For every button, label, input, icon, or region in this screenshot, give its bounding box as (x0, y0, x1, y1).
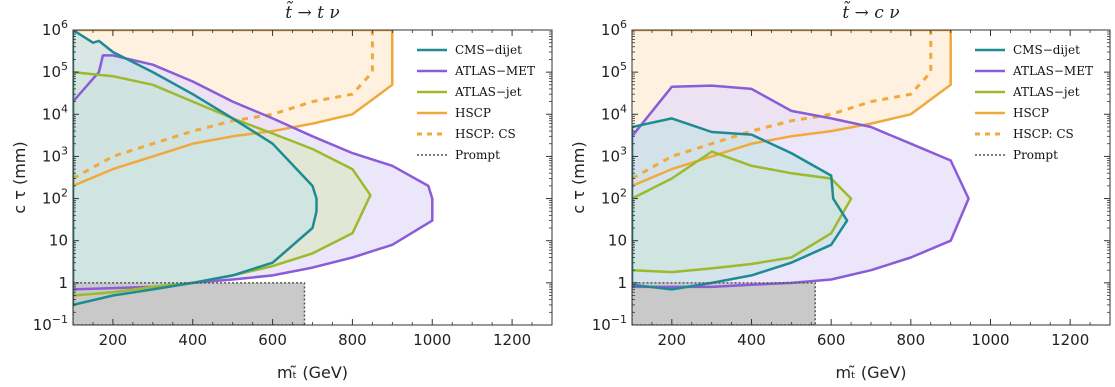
chart-panel-2: 200 400 600 800 1000 1200 10−1 1 10 102 103 104 105 1… (569, 1, 1111, 382)
series-line (632, 117, 849, 291)
x-tick-label: 1000 (413, 331, 451, 349)
legend-label: CMS−dijet (1013, 43, 1080, 57)
y-tick-label: 1 (58, 274, 68, 292)
legend-label: Prompt (455, 148, 500, 162)
series-line (632, 84, 970, 289)
x-axis-label: mₜ̃ (GeV) (277, 363, 348, 382)
legend-label: HSCP: CS (455, 127, 516, 141)
series-line (73, 282, 306, 325)
x-axis-label: mₜ̃ (GeV) (835, 363, 906, 382)
plot-area (73, 30, 434, 325)
region-fill (632, 282, 816, 325)
x-tick-label: 600 (817, 331, 846, 349)
y-tick-label: 105 (42, 60, 68, 81)
legend-label: CMS−dijet (455, 43, 522, 57)
legend-label: ATLAS−MET (454, 64, 535, 78)
legend-label: ATLAS−jet (454, 85, 522, 99)
series-line (632, 150, 853, 274)
y-tick-label: 102 (42, 187, 68, 208)
y-axis-label: c τ (mm) (569, 141, 588, 213)
series-line (73, 70, 372, 297)
region-fill (632, 118, 848, 290)
legend-label: HSCP: CS (1013, 127, 1074, 141)
chart-title: t̃ → t ν (285, 1, 339, 23)
x-tick-label: 800 (338, 331, 367, 349)
y-tick-label: 103 (42, 144, 68, 165)
legend: CMS−dijet ATLAS−MET ATLAS−jet HSCP HSCP: CS P… (975, 43, 1093, 162)
x-tick-label: 1200 (1051, 331, 1089, 349)
y-tick-label: 1 (617, 274, 627, 292)
plot-area (632, 30, 970, 325)
legend-label: HSCP (455, 106, 491, 120)
legend-label: HSCP (1013, 106, 1049, 120)
region-fill (73, 30, 317, 305)
y-tick-label: 10 (608, 232, 627, 250)
x-tick-label: 1000 (971, 331, 1009, 349)
y-tick-label: 105 (601, 60, 627, 81)
series-line (632, 282, 816, 325)
x-tick-label: 400 (737, 331, 766, 349)
y-tick-label: 103 (601, 144, 627, 165)
y-tick-label: 10−1 (33, 313, 68, 334)
x-tick-label: 800 (897, 331, 926, 349)
legend-label: ATLAS−jet (1012, 85, 1080, 99)
legend-label: Prompt (1013, 148, 1058, 162)
y-tick-label: 102 (601, 187, 627, 208)
x-tick-label: 200 (658, 331, 687, 349)
chart-title: t̃ → c ν (842, 1, 899, 23)
y-tick-label: 10 (49, 232, 68, 250)
y-tick-label: 106 (601, 18, 627, 39)
x-tick-label: 1200 (493, 331, 531, 349)
y-axis-label: c τ (mm) (10, 141, 29, 213)
x-tick-label: 400 (178, 331, 207, 349)
y-tick-label: 104 (42, 102, 68, 123)
y-tick-label: 104 (601, 102, 627, 123)
y-tick-label: 10−1 (592, 313, 627, 334)
legend-label: ATLAS−MET (1012, 64, 1093, 78)
x-tick-label: 600 (258, 331, 287, 349)
chart-panel-1: 200 400 600 800 1000 1200 10−1 1 10 102 103 104 105 1… (10, 1, 553, 382)
series-line (73, 30, 394, 188)
legend: CMS−dijet ATLAS−MET ATLAS−jet HSCP HSCP: CS P… (417, 43, 535, 162)
series-line (73, 30, 318, 307)
y-tick-label: 106 (42, 18, 68, 39)
x-tick-label: 200 (99, 331, 128, 349)
